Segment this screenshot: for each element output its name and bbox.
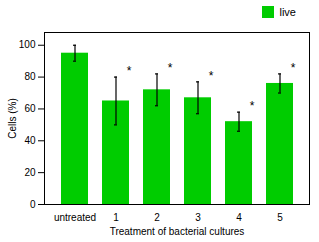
html-text:live: live bbox=[279, 6, 296, 18]
svg-text:*: * bbox=[291, 61, 296, 75]
svg-text:4: 4 bbox=[236, 212, 242, 223]
svg-text:3: 3 bbox=[195, 212, 201, 223]
svg-text:*: * bbox=[250, 99, 255, 113]
svg-text:untreated: untreated bbox=[54, 212, 96, 223]
svg-text:100: 100 bbox=[19, 39, 36, 50]
svg-text:*: * bbox=[168, 61, 173, 75]
svg-text:80: 80 bbox=[24, 71, 36, 82]
svg-text:Cells (%): Cells (%) bbox=[7, 98, 18, 139]
svg-text:20: 20 bbox=[24, 167, 36, 178]
svg-text:0: 0 bbox=[30, 199, 36, 210]
svg-text:*: * bbox=[127, 64, 132, 78]
svg-text:60: 60 bbox=[24, 103, 36, 114]
svg-text:Treatment of bacterial culture: Treatment of bacterial cultures bbox=[110, 226, 245, 237]
svg-text:1: 1 bbox=[113, 212, 119, 223]
svg-text:2: 2 bbox=[154, 212, 160, 223]
svg-text:5: 5 bbox=[277, 212, 283, 223]
svg-text:*: * bbox=[209, 69, 214, 83]
svg-text:40: 40 bbox=[24, 135, 36, 146]
